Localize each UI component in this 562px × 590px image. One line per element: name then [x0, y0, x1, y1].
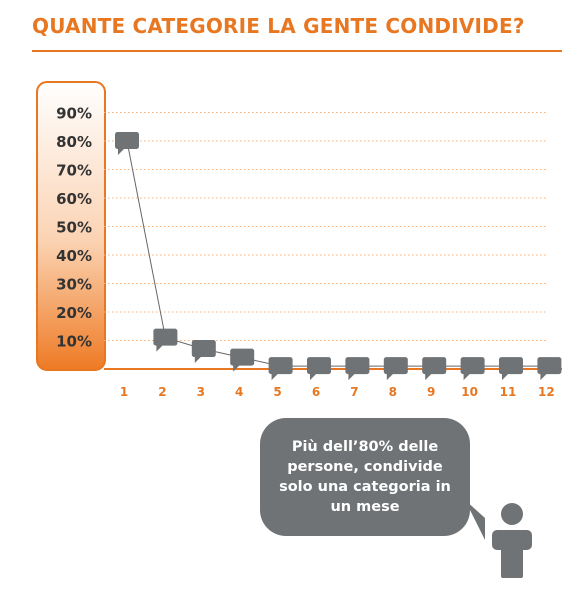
data-point-marker [422, 357, 447, 381]
data-point-marker [499, 357, 523, 381]
x-tick-label: 9 [427, 385, 435, 399]
callout-bubble: Più dell’80% delle persone, condivide so… [260, 418, 470, 536]
data-point-marker [345, 357, 370, 381]
y-tick-label: 50% [56, 219, 92, 237]
y-tick-label: 90% [56, 105, 92, 123]
data-point-marker [191, 340, 216, 364]
data-point-marker [460, 357, 485, 381]
x-tick-label: 11 [500, 385, 517, 399]
data-point-marker [115, 132, 139, 155]
data-point-marker [307, 357, 331, 381]
data-point-marker [268, 357, 293, 381]
data-point-marker [383, 357, 408, 381]
x-tick-label: 7 [350, 385, 358, 399]
title-underline [32, 50, 562, 52]
callout-text: Più dell’80% delle persone, condivide so… [279, 439, 451, 515]
x-tick-label: 5 [273, 385, 281, 399]
y-tick-label: 30% [56, 276, 92, 294]
x-tick-label: 2 [158, 385, 166, 399]
x-tick-label: 4 [235, 385, 243, 399]
y-tick-label: 20% [56, 304, 92, 322]
y-tick-label: 70% [56, 162, 92, 180]
y-tick-label: 80% [56, 133, 92, 151]
y-tick-label: 60% [56, 190, 92, 208]
series-line [126, 140, 550, 367]
y-tick-label: 10% [56, 333, 92, 351]
data-point-marker [153, 328, 178, 352]
chart-title: QUANTE CATEGORIE LA GENTE CONDIVIDE? [32, 14, 525, 38]
x-tick-label: 12 [538, 385, 555, 399]
data-point-marker [230, 348, 255, 372]
x-tick-label: 10 [461, 385, 478, 399]
person-icon [465, 500, 532, 578]
y-tick-label: 40% [56, 247, 92, 265]
x-tick-label: 8 [389, 385, 397, 399]
x-tick-label: 3 [197, 385, 205, 399]
data-point-marker [537, 357, 562, 381]
x-tick-label: 6 [312, 385, 320, 399]
x-tick-label: 1 [120, 385, 128, 399]
